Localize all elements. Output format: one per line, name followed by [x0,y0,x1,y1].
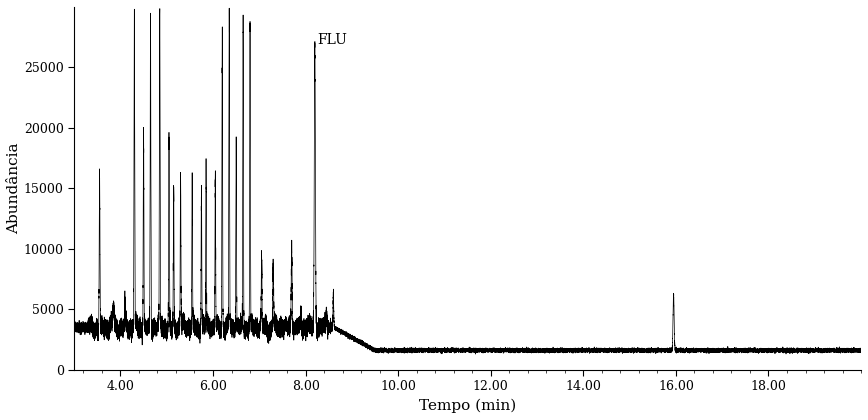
Text: FLU: FLU [317,33,347,47]
Y-axis label: Abundância: Abundância [7,142,21,234]
X-axis label: Tempo (min): Tempo (min) [419,399,516,413]
